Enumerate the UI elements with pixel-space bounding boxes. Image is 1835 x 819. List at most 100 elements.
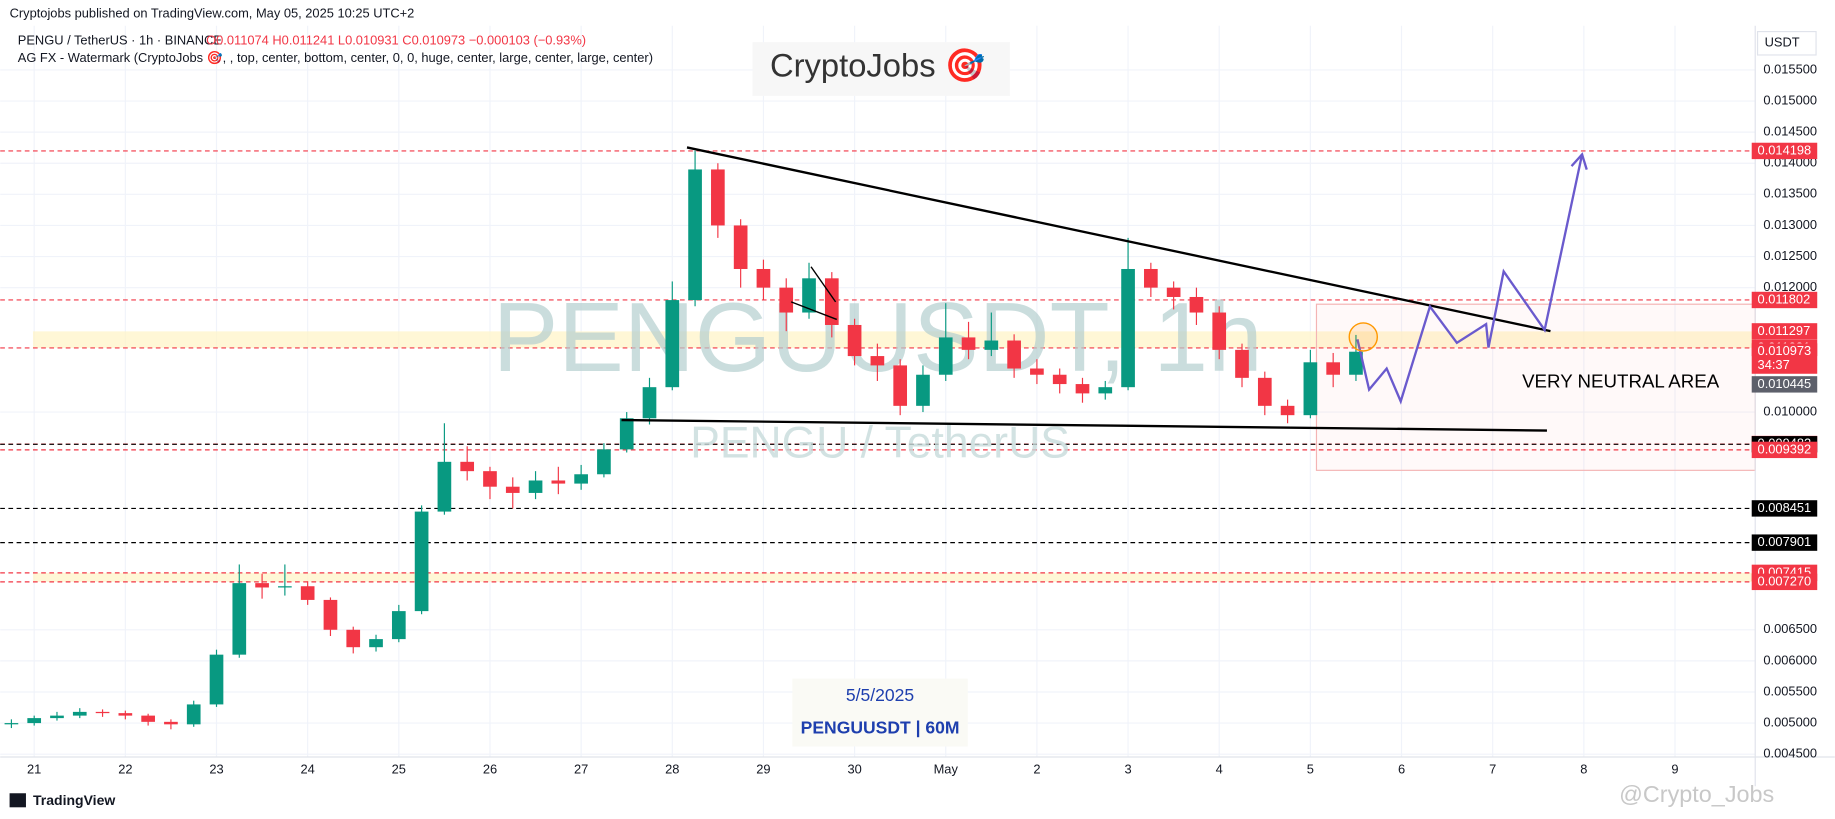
candle-body: [391, 611, 406, 640]
y-tick-label: 0.013000: [1763, 217, 1817, 232]
candle-body: [779, 287, 794, 313]
x-tick-label: 22: [118, 761, 132, 776]
x-tick-label: 3: [1124, 761, 1131, 776]
x-tick-label: 23: [209, 761, 223, 776]
candle-body: [574, 474, 588, 484]
candle-body: [460, 461, 475, 472]
author: @Crypto_Jobs: [1619, 781, 1774, 807]
candle-body: [483, 471, 497, 487]
candle-body: [346, 629, 361, 648]
currency: USDT: [1765, 35, 1800, 50]
x-tick-label: 24: [301, 761, 315, 776]
candle-body: [164, 721, 178, 725]
lower-trendline: [621, 418, 1547, 432]
x-tick-label: 30: [847, 761, 861, 776]
y-tick-label: 0.004500: [1763, 746, 1817, 761]
price-label: 0.007901: [1758, 534, 1812, 549]
candle-body: [232, 583, 247, 655]
x-tick-label: 21: [27, 761, 41, 776]
candle-body: [1257, 377, 1272, 406]
x-tick-label: 25: [392, 761, 406, 776]
candle-body: [300, 586, 315, 600]
candle-body: [1280, 405, 1295, 416]
level-band: [32, 331, 1756, 348]
grid: [0, 25, 1756, 757]
candle-body: [27, 718, 42, 724]
candle-body: [551, 480, 566, 484]
price-label: 0.011297: [1758, 323, 1811, 338]
price-label: 0.008451: [1758, 500, 1812, 515]
candle-body: [733, 225, 748, 269]
candle-body: [4, 723, 19, 725]
candle-body: [437, 461, 452, 512]
candle-body: [1303, 362, 1318, 416]
candle-body: [1121, 268, 1135, 388]
y-tick-label: 0.005000: [1763, 714, 1817, 729]
brand-logo: [9, 793, 26, 808]
x-tick-label: 26: [483, 761, 497, 776]
countdown: 34:37: [1758, 357, 1790, 372]
candle-body: [756, 268, 771, 288]
y-tick-label: 0.006500: [1763, 621, 1817, 636]
price-label: 0.010445: [1758, 376, 1812, 391]
candle-body: [824, 278, 839, 325]
candle-body: [1007, 340, 1021, 369]
x-tick-label: 7: [1489, 761, 1496, 776]
level-band: [32, 572, 1756, 582]
candle-body: [369, 639, 383, 648]
candle-body: [278, 586, 292, 588]
candle-body: [984, 340, 999, 350]
x-tick-label: 5: [1307, 761, 1314, 776]
y-tick-label: 0.013500: [1763, 186, 1817, 201]
candle-body: [118, 713, 133, 716]
candle-body: [688, 169, 702, 301]
date-box: 5/5/2025: [846, 685, 914, 705]
x-tick-label: 27: [574, 761, 588, 776]
candle-body: [1144, 268, 1158, 288]
price-label-box: [1751, 142, 1818, 160]
price-label-box: [1751, 573, 1818, 591]
candle-body: [1326, 362, 1341, 375]
candle-body: [711, 169, 725, 226]
x-tick-label: 6: [1398, 761, 1405, 776]
y-tick-label: 0.012500: [1763, 248, 1817, 263]
price-label: 0.010973: [1758, 343, 1812, 358]
y-tick-label: 0.010000: [1763, 403, 1817, 418]
price-label: 0.009392: [1758, 441, 1812, 456]
candle-body: [893, 365, 908, 406]
x-tick-label: 28: [665, 761, 679, 776]
candle-body: [870, 356, 885, 366]
candle-body: [505, 486, 520, 493]
candle-body: [1030, 368, 1044, 375]
candle-body: [597, 449, 611, 475]
projection-arrow: [1570, 152, 1588, 170]
candle-body: [619, 418, 634, 450]
candle-body: [665, 300, 680, 388]
x-tick-label: 9: [1671, 761, 1678, 776]
x-tick-label: 29: [756, 761, 770, 776]
y-tick-label: 0.015500: [1763, 61, 1817, 76]
y-tick-label: 0.005500: [1763, 683, 1817, 698]
candle-body: [642, 387, 657, 419]
candle-body: [1189, 296, 1204, 313]
logo-box: [752, 42, 1010, 96]
candle-body: [938, 337, 953, 375]
publisher: Cryptojobs published on TradingView.com,…: [10, 5, 415, 20]
candle-body: [72, 711, 87, 716]
info-box: [792, 678, 968, 747]
candle-body: [847, 324, 862, 357]
watermark-small: PENGU / TetherUS: [690, 419, 1070, 468]
price-label: 0.007270: [1758, 573, 1812, 588]
y-tick-label: 0.006000: [1763, 652, 1817, 667]
price-label-box: [1751, 441, 1818, 459]
small-trendline: [790, 301, 838, 321]
indicator: AG FX - Watermark (CryptoJobs 🎯, , top, …: [18, 50, 653, 65]
candle-body: [186, 704, 201, 725]
price-label-box: [1751, 291, 1818, 309]
highlight-circle: [1348, 322, 1379, 352]
candle-body: [1098, 387, 1113, 394]
price-label-box: [1751, 343, 1818, 374]
price-label-box: [1751, 534, 1818, 551]
